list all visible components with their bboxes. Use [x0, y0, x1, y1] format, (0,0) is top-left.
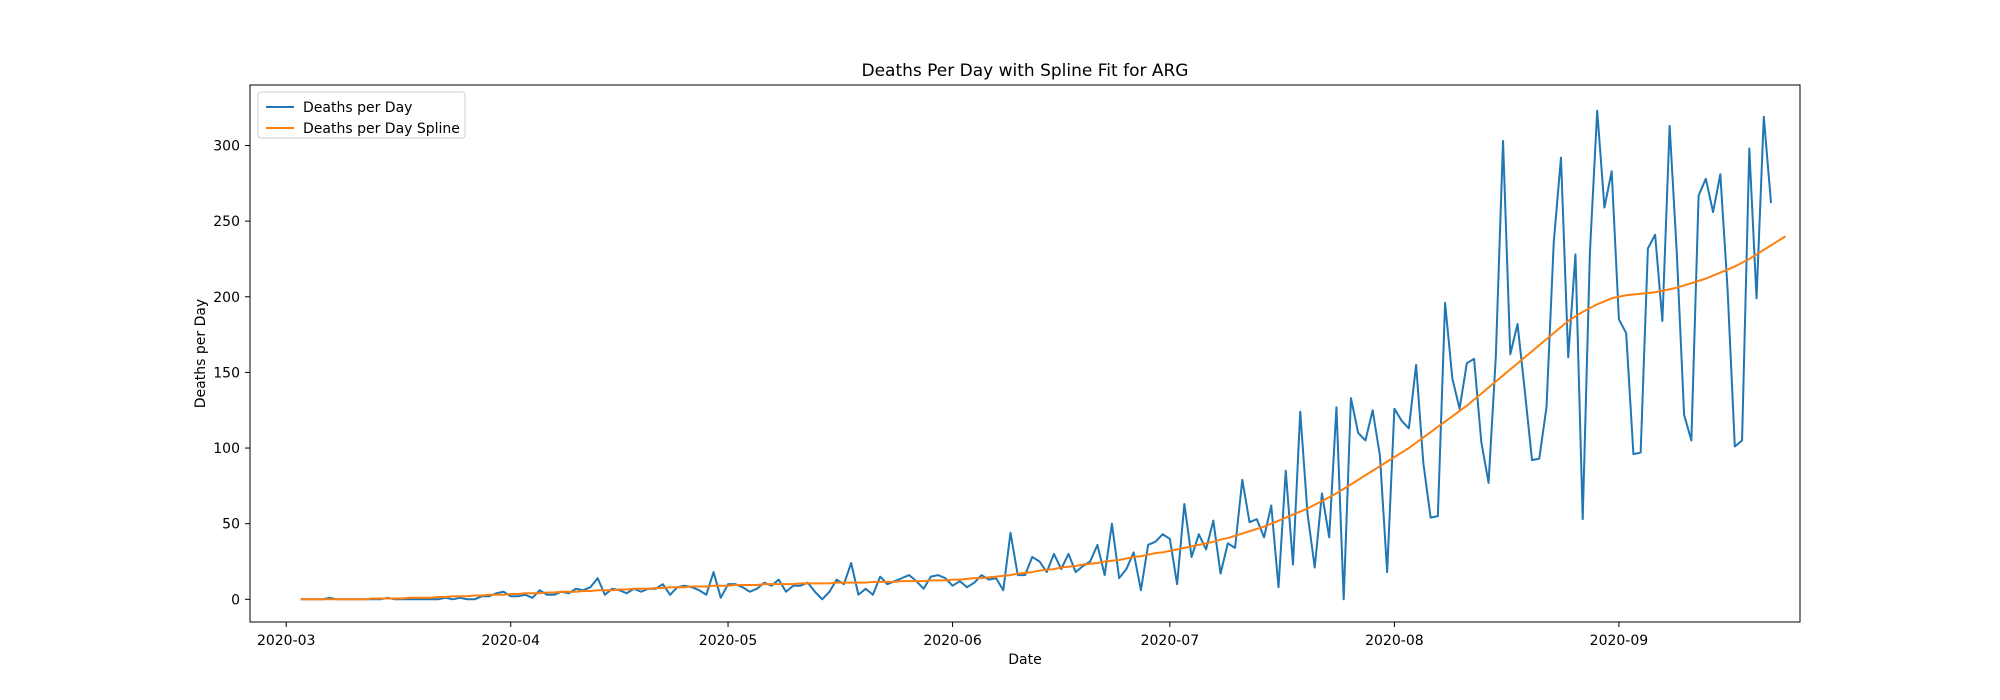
plot-frame: [249, 84, 1801, 623]
legend: Deaths per Day Deaths per Day Spline: [257, 91, 466, 139]
y-tick-label: 300: [213, 139, 240, 155]
x-tick-label: 2020-05: [699, 633, 758, 649]
x-tick-label: 2020-08: [1365, 633, 1424, 649]
series-line-1: [300, 235, 1787, 601]
x-tick-label: 2020-06: [923, 633, 982, 649]
y-tick-label: 150: [213, 365, 240, 381]
x-axis-ticks: 2020-03 2020-04 2020-05 2020-06 2020-07 2020-…: [257, 622, 1648, 649]
y-tick-label: 0: [231, 592, 240, 608]
chart-title: Deaths Per Day with Spline Fit for ARG: [861, 61, 1188, 81]
y-axis-label: Deaths per Day: [193, 299, 209, 408]
y-tick-label: 50: [222, 517, 240, 533]
y-tick-label: 200: [213, 290, 240, 306]
series-layer: [300, 109, 1787, 601]
x-axis-label: Date: [1008, 652, 1041, 668]
x-tick-label: 2020-09: [1590, 633, 1649, 649]
series-line-0: [300, 109, 1773, 601]
legend-label: Deaths per Day Spline: [303, 121, 460, 137]
y-tick-label: 100: [213, 441, 240, 457]
y-tick-label: 250: [213, 214, 240, 230]
legend-box: [257, 91, 466, 139]
legend-label: Deaths per Day: [303, 100, 412, 116]
y-axis-ticks: 0 50 100 150 200 250 300: [213, 139, 250, 608]
x-tick-label: 2020-07: [1141, 633, 1200, 649]
x-tick-label: 2020-03: [257, 633, 316, 649]
x-tick-label: 2020-04: [481, 633, 540, 649]
